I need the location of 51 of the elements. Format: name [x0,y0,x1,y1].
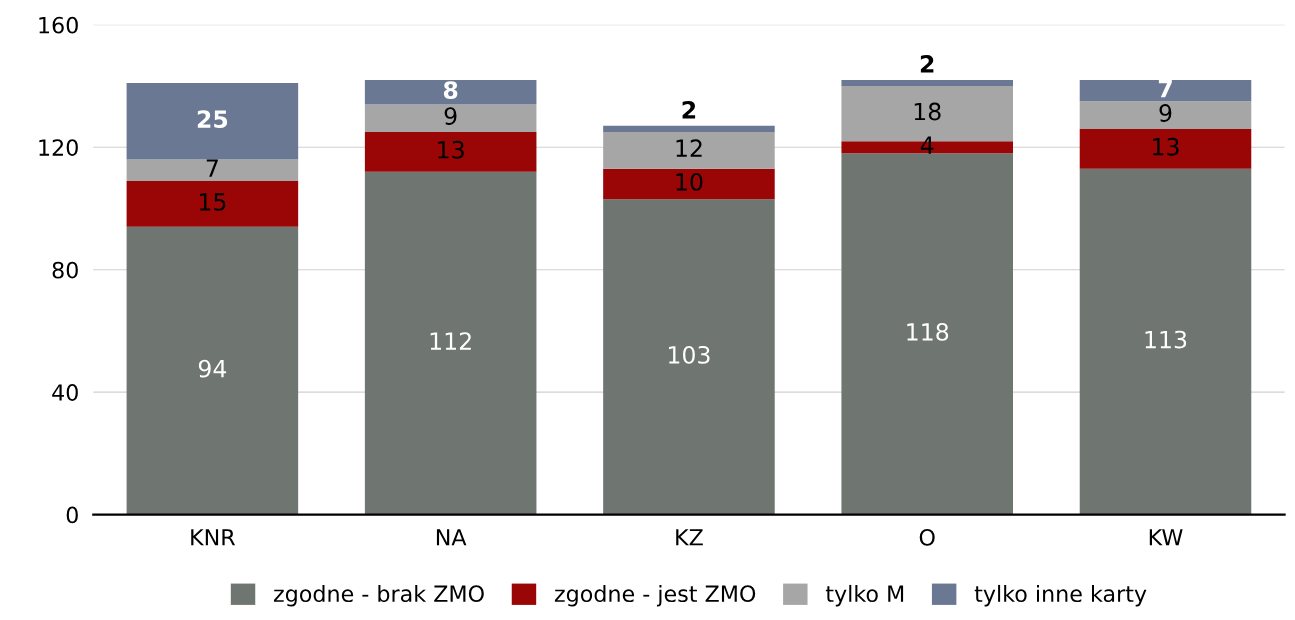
y-tick-label: 120 [39,139,78,157]
y-tick-label: 80 [52,261,78,279]
x-tick-label: O [919,528,935,546]
x-tick-label: KNR [191,529,236,546]
data-label: 7 [1158,79,1172,98]
data-label: 113 [1145,330,1187,349]
bar [1079,79,1252,102]
data-label: 13 [438,140,464,159]
bar [364,131,537,172]
data-label: 2 [920,55,934,73]
bar [364,104,537,132]
data-label: 8 [443,81,458,99]
data-label: 18 [914,102,941,121]
bar [1079,101,1252,129]
bar [603,199,775,515]
bar [126,180,299,227]
bar [364,171,537,515]
bar [126,159,299,181]
data-label: 12 [676,139,702,157]
bar [841,79,1013,87]
bar [364,79,537,105]
bar [603,168,775,200]
data-label: 103 [669,345,710,364]
data-label: 25 [197,110,228,129]
data-label: 2 [682,100,696,119]
y-tick-label: 0 [66,506,78,524]
bar [603,125,775,132]
bar [603,131,775,169]
data-label: 13 [1153,137,1179,156]
x-tick-label: KZ [676,529,703,546]
data-label: 7 [206,159,218,177]
legend-label: tylko M [825,584,904,607]
legend-label: zgodne - jest ZMO [554,584,756,607]
y-tick-label: 40 [52,384,78,401]
bar [1079,128,1252,169]
bar [126,226,299,515]
data-label: 9 [444,107,457,126]
bar [126,82,299,160]
bar [1079,168,1252,515]
legend-label: tylko inne karty [974,584,1147,607]
x-tick-label: KW [1149,529,1183,546]
data-label: 94 [198,359,227,378]
data-label: 10 [676,172,703,191]
data-label: 118 [907,322,949,341]
data-label: 15 [199,193,226,211]
bar [841,153,1013,515]
legend-label: zgodne - brak ZMO [273,584,484,607]
x-tick-label: NA [436,529,467,546]
data-label: 9 [1159,104,1172,122]
data-label: 112 [430,332,471,350]
y-tick-label: 160 [39,16,78,34]
